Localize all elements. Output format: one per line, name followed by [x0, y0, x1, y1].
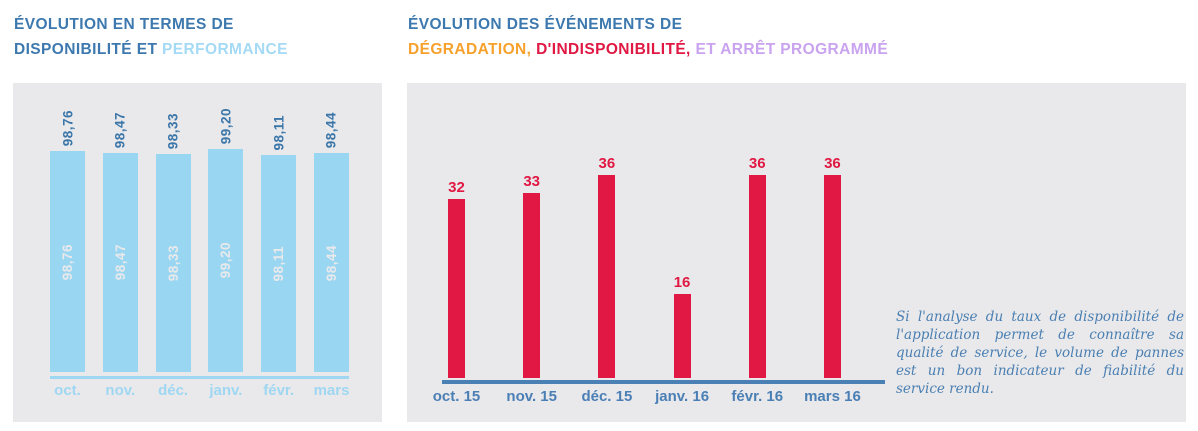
- right-title-line2: DÉGRADATION, D'INDISPONIBILITÉ, ET ARRÊT…: [408, 37, 888, 62]
- right-title-indisponibilite: D'INDISPONIBILITÉ,: [536, 41, 696, 58]
- right-title-degradation: DÉGRADATION,: [408, 41, 537, 58]
- analysis-note: Si l'analyse du taux de disponibilité de…: [896, 309, 1184, 397]
- right-month-label: oct. 15: [432, 388, 481, 405]
- right-month-label: nov. 15: [506, 388, 557, 405]
- availability-bar: 99,20 99,20: [208, 108, 244, 372]
- events-bar-value: 36: [824, 154, 841, 172]
- availability-bar-inner-value: 98,11: [271, 245, 287, 282]
- left-title-line2-light: PERFORMANCE: [162, 41, 288, 58]
- right-chart-title: ÉVOLUTION DES ÉVÉNEMENTS DE DÉGRADATION,…: [408, 12, 888, 62]
- events-bar: 32: [448, 179, 465, 378]
- events-bar-value: 36: [748, 154, 766, 172]
- events-bar: 33: [523, 173, 541, 378]
- left-title-line2: DISPONIBILITÉ ET PERFORMANCE: [14, 37, 288, 62]
- availability-bar-value: 98,11: [271, 114, 287, 151]
- availability-bar-inner-value: 99,20: [218, 242, 234, 279]
- availability-bar: 98,11 98,11: [261, 115, 297, 372]
- events-chart-panel: 32 33 36 16 36 36 oct. 15 nov. 15 déc. 15 janv. …: [407, 83, 1186, 422]
- availability-bar-value: 98,76: [60, 110, 75, 147]
- left-title-line1: ÉVOLUTION EN TERMES DE: [14, 16, 234, 33]
- right-title-arret-programme: ET ARRÊT PROGRAMMÉ: [695, 41, 889, 58]
- availability-bar-inner-value: 98,47: [112, 244, 128, 281]
- left-x-axis-line: [50, 376, 349, 379]
- availability-bar: 98,76 98,76: [50, 110, 85, 372]
- events-bar: 16: [673, 274, 691, 378]
- right-month-label: déc. 15: [581, 388, 633, 405]
- events-bar: 36: [823, 155, 841, 378]
- availability-bar-inner-value: 98,76: [60, 243, 75, 280]
- events-bar-value: 32: [448, 178, 465, 196]
- availability-bar-inner-value: 98,33: [165, 244, 181, 282]
- left-month-label: nov.: [105, 382, 136, 399]
- right-title-line1: ÉVOLUTION DES ÉVÉNEMENTS DE: [408, 16, 683, 33]
- right-x-axis-line: [442, 380, 885, 384]
- left-month-label: févr.: [263, 382, 295, 399]
- availability-chart-panel: 98,76 98,76 98,47 98,47 98,33 98,33 99,20 99,20…: [13, 83, 382, 422]
- availability-bar-value: 98,44: [323, 112, 339, 149]
- left-x-axis-labels: oct. nov. déc. janv. févr. mars: [50, 382, 349, 399]
- availability-bar-value: 98,33: [165, 112, 181, 149]
- left-month-label: mars: [313, 382, 350, 399]
- right-month-label: mars 16: [804, 388, 861, 405]
- availability-bar: 98,47 98,47: [102, 112, 138, 372]
- right-x-axis-labels: oct. 15 nov. 15 déc. 15 janv. 16 févr. 16 mar…: [432, 388, 861, 405]
- right-month-label: janv. 16: [655, 388, 710, 405]
- events-bar-value: 16: [673, 273, 691, 291]
- events-bar: 36: [748, 155, 766, 378]
- right-month-label: févr. 16: [731, 388, 784, 405]
- availability-bar-value: 99,20: [218, 107, 234, 144]
- events-bar: 36: [598, 155, 616, 378]
- events-bar-chart: 32 33 36 16 36 36: [448, 83, 841, 378]
- left-chart-title: ÉVOLUTION EN TERMES DE DISPONIBILITÉ ET …: [14, 12, 288, 62]
- availability-bar-inner-value: 98,44: [323, 244, 339, 281]
- left-title-line2-dark: DISPONIBILITÉ ET: [14, 41, 163, 58]
- availability-bar-value: 98,47: [112, 111, 128, 149]
- left-month-label: déc.: [158, 382, 189, 399]
- availability-bar: 98,44 98,44: [313, 112, 349, 372]
- left-month-label: oct.: [54, 382, 81, 399]
- left-month-label: janv.: [209, 382, 243, 399]
- availability-bar: 98,33 98,33: [155, 113, 191, 372]
- events-bar-value: 33: [523, 172, 541, 190]
- events-bar-value: 36: [598, 154, 616, 172]
- availability-bar-chart: 98,76 98,76 98,47 98,47 98,33 98,33 99,20 99,20…: [50, 83, 349, 372]
